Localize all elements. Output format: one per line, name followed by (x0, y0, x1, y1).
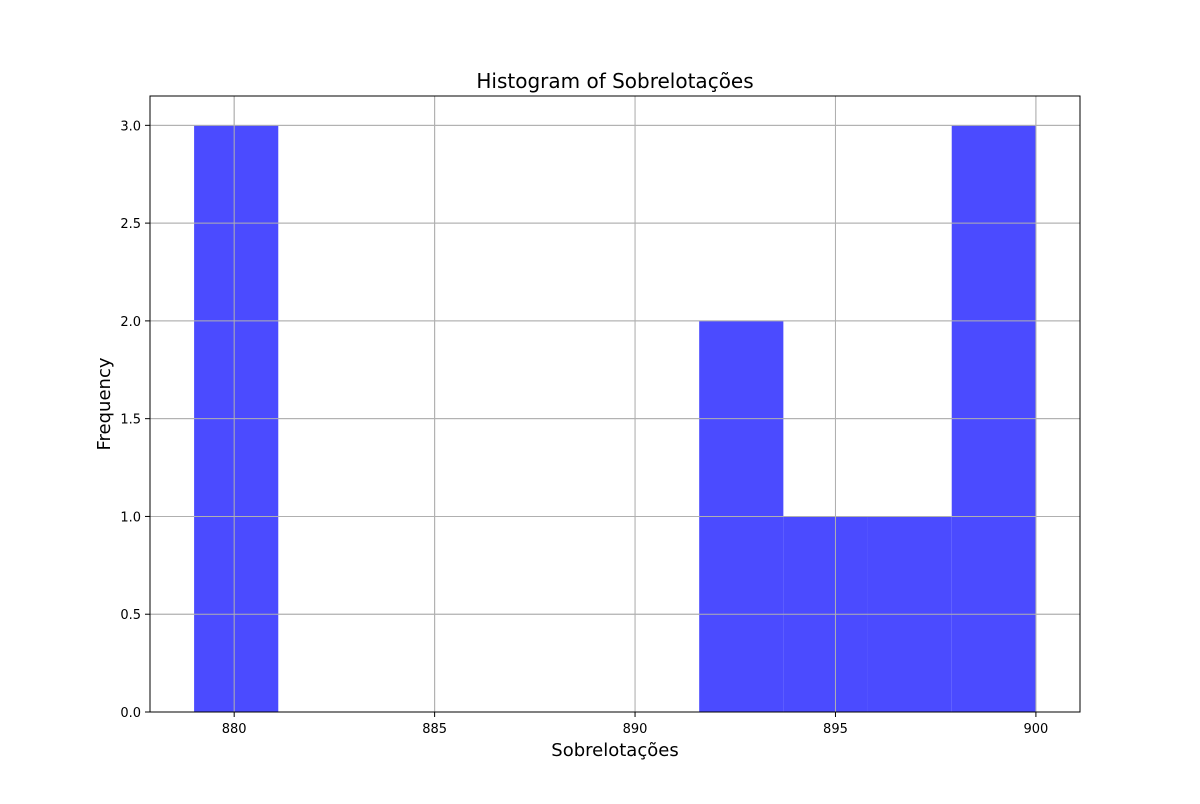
axes-frame (149, 95, 1081, 713)
y-tick-label: 1.0 (120, 510, 141, 525)
y-axis-label: Frequency (94, 357, 115, 450)
y-tick-label: 2.0 (120, 315, 141, 330)
y-tick-label: 3.0 (120, 119, 141, 134)
x-tick-label: 900 (1023, 722, 1048, 737)
bar-layer (150, 96, 1080, 713)
x-tick-label: 895 (823, 722, 848, 737)
x-tick-label: 885 (422, 722, 447, 737)
chart-title: Histogram of Sobrelotações (476, 69, 753, 93)
y-tick-label: 0.5 (120, 608, 141, 623)
y-tick-label: 2.5 (120, 217, 141, 232)
tick-layer: 880 885 890 895 900 0.0 0.5 1.0 1.5 2.0 2.5 3.0 (120, 119, 1048, 737)
x-tick-label: 880 (222, 722, 247, 737)
y-tick-label: 0.0 (120, 706, 141, 721)
y-tick-label: 1.5 (120, 413, 141, 428)
x-tick-label: 890 (623, 722, 648, 737)
x-axis-label: Sobrelotações (551, 740, 678, 761)
